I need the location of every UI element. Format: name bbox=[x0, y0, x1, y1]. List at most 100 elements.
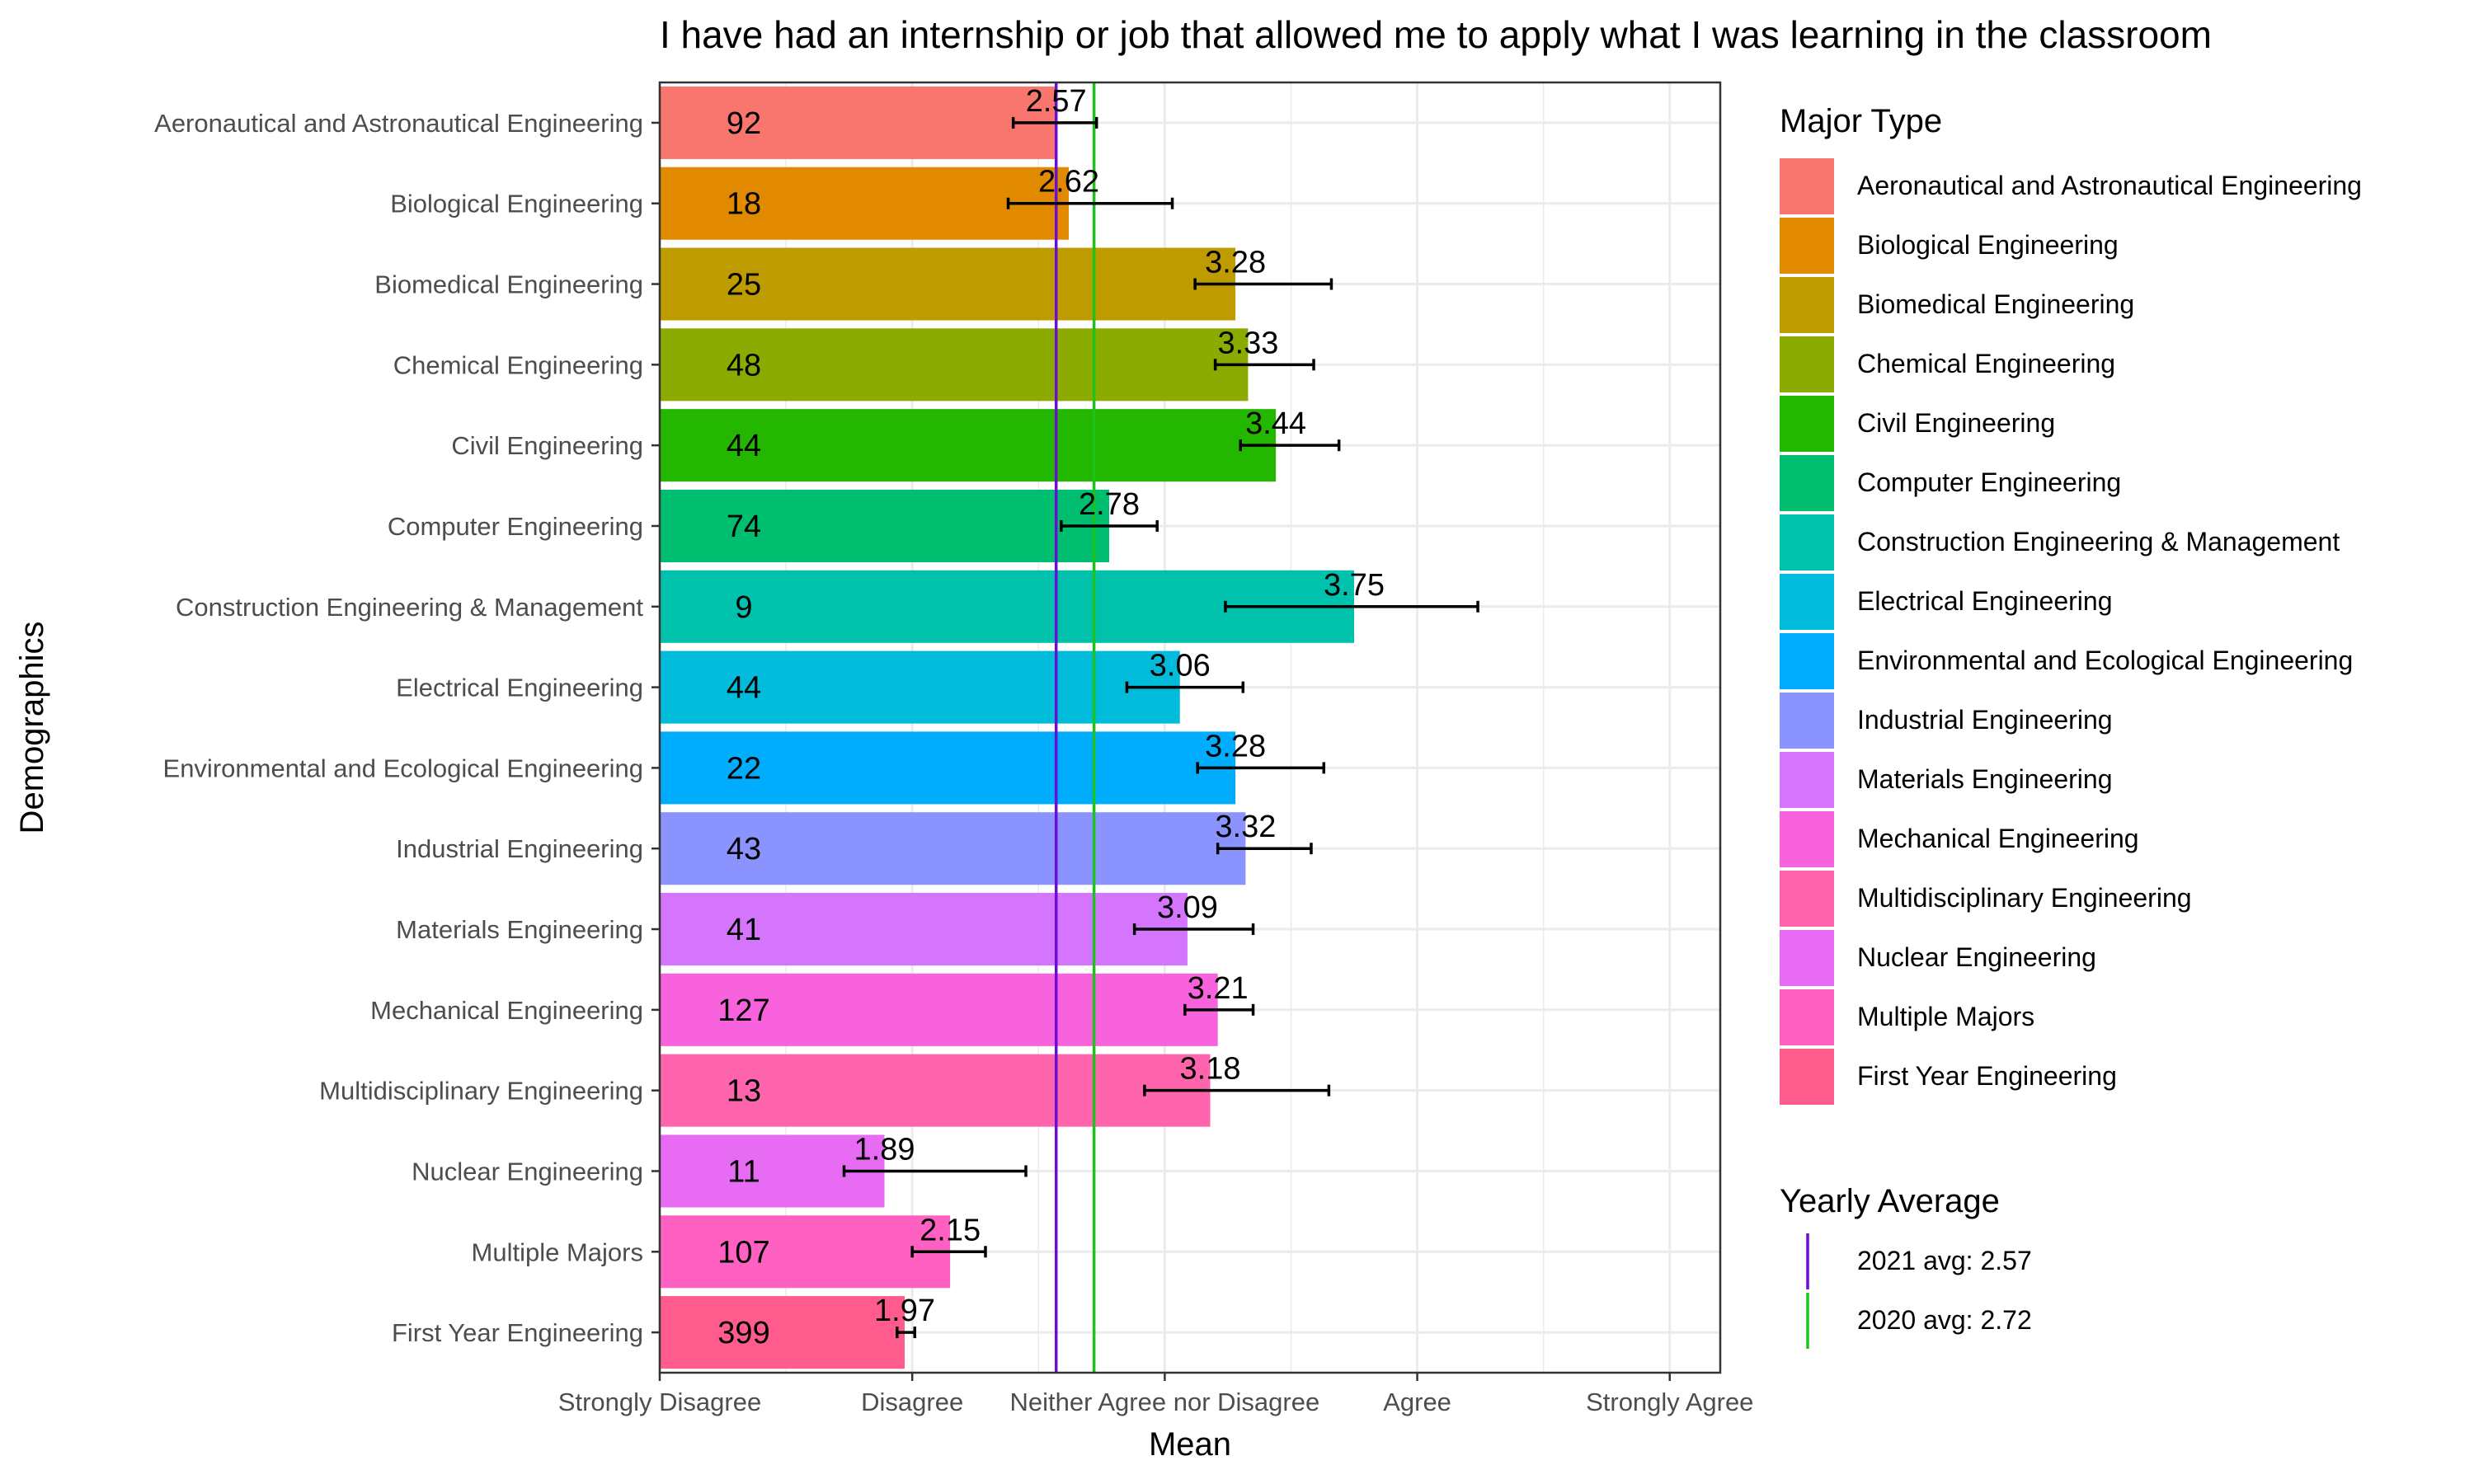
count-label: 18 bbox=[727, 187, 761, 222]
y-tick-label: Electrical Engineering bbox=[396, 674, 643, 702]
value-label: 1.97 bbox=[874, 1294, 935, 1328]
legend-item-label: Industrial Engineering bbox=[1857, 705, 2113, 735]
bar bbox=[660, 973, 1218, 1046]
legend-title-major-type: Major Type bbox=[1780, 103, 1942, 139]
y-tick-label: Multidisciplinary Engineering bbox=[319, 1077, 643, 1106]
legend-swatch bbox=[1780, 514, 1834, 571]
y-tick-label: Multiple Majors bbox=[472, 1237, 643, 1266]
legend-item-label: First Year Engineering bbox=[1857, 1061, 2117, 1091]
bar bbox=[660, 328, 1249, 402]
legend-item-label: Electrical Engineering bbox=[1857, 586, 2113, 616]
count-label: 11 bbox=[727, 1154, 760, 1189]
value-label: 3.06 bbox=[1150, 649, 1211, 683]
legend-item-label: Materials Engineering bbox=[1857, 764, 2113, 794]
y-tick-label: Chemical Engineering bbox=[393, 350, 643, 379]
bar bbox=[660, 731, 1236, 805]
y-tick-label: Biomedical Engineering bbox=[374, 270, 643, 299]
y-tick-label: Construction Engineering & Management bbox=[176, 593, 643, 622]
legend-item-label: Multidisciplinary Engineering bbox=[1857, 883, 2192, 913]
value-label: 3.28 bbox=[1205, 729, 1266, 763]
legend-item-label: Civil Engineering bbox=[1857, 408, 2055, 438]
x-axis-title: Mean bbox=[1149, 1426, 1231, 1463]
legend-item-label: Environmental and Ecological Engineering bbox=[1857, 646, 2353, 675]
legend-line-label: 2020 avg: 2.72 bbox=[1857, 1305, 2032, 1335]
y-tick-label: Computer Engineering bbox=[388, 512, 643, 541]
legend-swatch bbox=[1780, 158, 1834, 214]
bar bbox=[660, 86, 1056, 159]
bar bbox=[660, 247, 1236, 321]
count-label: 13 bbox=[727, 1074, 761, 1109]
bar bbox=[660, 1054, 1211, 1127]
count-label: 41 bbox=[727, 913, 761, 947]
value-label: 2.57 bbox=[1026, 84, 1087, 119]
bar bbox=[660, 893, 1188, 966]
legend-swatch bbox=[1780, 455, 1834, 511]
legend-title-yearly-average: Yearly Average bbox=[1780, 1183, 2000, 1219]
x-tick-label: Strongly Disagree bbox=[558, 1388, 761, 1416]
legend-swatch bbox=[1780, 277, 1834, 333]
legend-swatch bbox=[1780, 574, 1834, 630]
count-label: 127 bbox=[717, 993, 769, 1028]
legend-item-label: Chemical Engineering bbox=[1857, 349, 2115, 378]
y-tick-label: Civil Engineering bbox=[451, 431, 643, 460]
legend-swatch bbox=[1780, 752, 1834, 808]
value-label: 1.89 bbox=[854, 1132, 915, 1167]
legend-swatch bbox=[1780, 811, 1834, 867]
bar bbox=[660, 1296, 905, 1369]
legend-swatch bbox=[1780, 871, 1834, 927]
value-label: 2.62 bbox=[1038, 165, 1099, 200]
value-label: 3.75 bbox=[1324, 568, 1385, 603]
value-label: 3.33 bbox=[1217, 326, 1278, 360]
legend-swatch bbox=[1780, 989, 1834, 1045]
y-tick-label: Industrial Engineering bbox=[396, 834, 643, 863]
count-label: 44 bbox=[727, 429, 761, 463]
legend-swatch bbox=[1780, 396, 1834, 452]
chart-title: I have had an internship or job that all… bbox=[660, 13, 2212, 56]
legend-item-label: Biomedical Engineering bbox=[1857, 289, 2134, 319]
value-label: 3.18 bbox=[1180, 1052, 1241, 1087]
value-label: 2.15 bbox=[920, 1213, 981, 1247]
y-tick-label: Environmental and Ecological Engineering bbox=[163, 754, 643, 782]
bar bbox=[660, 812, 1246, 885]
legend-swatch bbox=[1780, 218, 1834, 274]
legend-swatch bbox=[1780, 633, 1834, 689]
y-tick-label: Mechanical Engineering bbox=[370, 996, 643, 1025]
legend-item-label: Aeronautical and Astronautical Engineeri… bbox=[1857, 171, 2362, 200]
legend-item-label: Nuclear Engineering bbox=[1857, 942, 2096, 972]
legend-item-label: Computer Engineering bbox=[1857, 467, 2121, 497]
y-axis-title: Demographics bbox=[14, 622, 50, 834]
count-label: 22 bbox=[727, 751, 761, 786]
y-tick-label: Materials Engineering bbox=[396, 915, 643, 944]
value-label: 3.32 bbox=[1215, 810, 1276, 844]
bar bbox=[660, 409, 1277, 482]
x-tick-label: Neither Agree nor Disagree bbox=[1010, 1388, 1320, 1416]
count-label: 74 bbox=[727, 510, 761, 544]
count-label: 25 bbox=[727, 268, 761, 303]
legend-item-label: Mechanical Engineering bbox=[1857, 824, 2139, 853]
count-label: 43 bbox=[727, 832, 761, 866]
count-label: 92 bbox=[727, 106, 761, 141]
y-tick-label: First Year Engineering bbox=[392, 1318, 643, 1347]
bar bbox=[660, 167, 1070, 240]
count-label: 44 bbox=[727, 671, 761, 706]
legend-swatch bbox=[1780, 693, 1834, 749]
legend-item-label: Multiple Majors bbox=[1857, 1002, 2034, 1031]
panel-border bbox=[658, 81, 1722, 1374]
bar bbox=[660, 1215, 951, 1289]
x-tick-label: Disagree bbox=[861, 1388, 963, 1416]
y-tick-label: Nuclear Engineering bbox=[412, 1157, 643, 1186]
legend-swatch bbox=[1780, 930, 1834, 986]
count-label: 399 bbox=[717, 1316, 769, 1350]
count-label: 107 bbox=[717, 1235, 769, 1270]
count-label: 48 bbox=[727, 348, 761, 383]
y-tick-label: Biological Engineering bbox=[390, 190, 643, 218]
value-label: 2.78 bbox=[1079, 487, 1140, 522]
value-label: 3.21 bbox=[1188, 971, 1249, 1006]
bar bbox=[660, 489, 1110, 562]
legend-item-label: Construction Engineering & Management bbox=[1857, 527, 2340, 556]
value-label: 3.28 bbox=[1205, 246, 1266, 280]
legend-swatch bbox=[1780, 336, 1834, 392]
x-tick-label: Strongly Agree bbox=[1586, 1388, 1753, 1416]
count-label: 9 bbox=[735, 590, 752, 625]
